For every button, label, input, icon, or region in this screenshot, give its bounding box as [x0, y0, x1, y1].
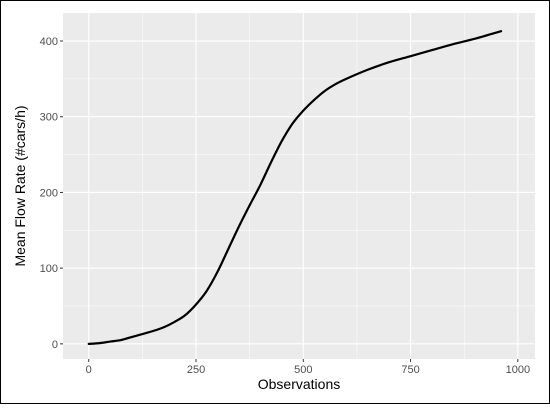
y-tick-label: 300	[40, 112, 58, 124]
minor-gridlines	[63, 13, 535, 359]
y-tick-label: 200	[40, 187, 58, 199]
series-line	[87, 30, 503, 345]
y-tick-label: 0	[52, 339, 58, 351]
series-layer	[87, 30, 503, 345]
major-gridlines	[63, 13, 535, 359]
y-tick-label: 400	[40, 36, 58, 48]
y-tick-label: 100	[40, 263, 58, 275]
y-axis-title: Mean Flow Rate (#cars/h)	[12, 105, 28, 266]
x-axis-ticks: 0 250 500 750 1000	[86, 359, 530, 376]
y-axis-ticks: 0 100 200 300 400	[40, 36, 63, 351]
x-tick-label: 0	[86, 364, 92, 376]
x-tick-label: 1000	[506, 364, 530, 376]
x-axis-title: Observations	[258, 376, 340, 392]
x-tick-label: 250	[187, 364, 205, 376]
x-tick-label: 500	[294, 364, 312, 376]
x-tick-label: 750	[401, 364, 419, 376]
plot-panel	[63, 13, 535, 359]
